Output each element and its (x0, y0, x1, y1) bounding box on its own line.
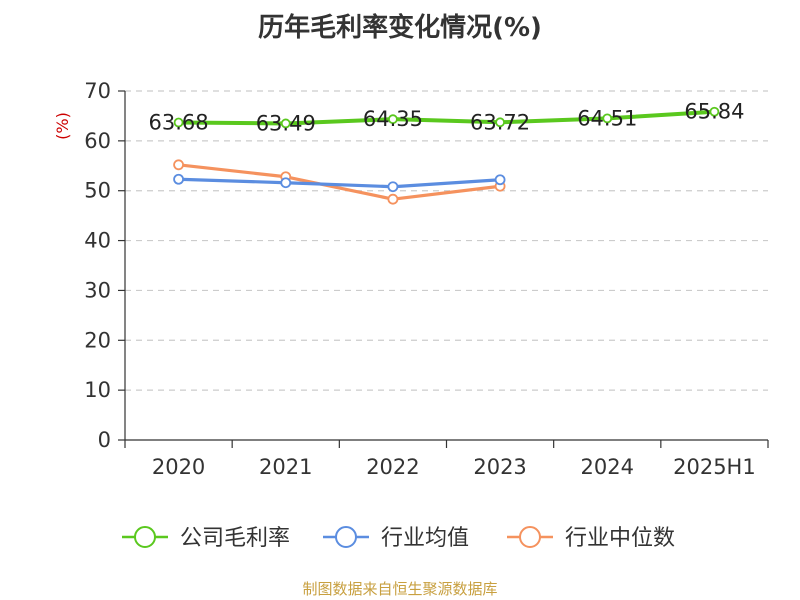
series-line (178, 177, 501, 189)
y-tick-label: 60 (84, 129, 111, 153)
data-point (388, 114, 398, 125)
data-label: 63.68 (149, 111, 209, 135)
data-label: 64.35 (363, 107, 423, 131)
data-point (709, 106, 720, 117)
series-1 (173, 173, 506, 193)
x-tick-label: 2023 (473, 455, 526, 479)
series-line (178, 109, 715, 126)
data-point (602, 113, 613, 124)
source-note: 制图数据来自恒生聚源数据库 (302, 580, 497, 598)
data-point (173, 117, 184, 128)
chart-title: 历年毛利率变化情况(%) (258, 12, 542, 43)
x-tick-label: 2024 (581, 455, 634, 479)
data-label: 63.72 (470, 110, 530, 134)
y-tick-label: 20 (84, 328, 111, 352)
x-tick-label: 2021 (259, 455, 312, 479)
x-tick-label: 2025H1 (673, 455, 756, 479)
y-tick-label: 30 (84, 278, 111, 302)
data-point (280, 118, 291, 129)
data-point (387, 181, 399, 193)
data-point (280, 177, 292, 189)
legend-label: 公司毛利率 (180, 526, 290, 551)
legend-item-2: 行业中位数 (507, 526, 675, 551)
data-point (494, 174, 506, 186)
data-labels: 63.68 63.49 64.35 63.72 64.51 65.84 (149, 100, 745, 136)
series-line (178, 163, 501, 201)
data-point (173, 173, 184, 185)
legend-item-1: 行业均值 (323, 526, 469, 551)
data-point (387, 193, 399, 205)
x-tick-label: 2022 (366, 455, 419, 479)
legend-marker (134, 526, 156, 548)
y-tick-label: 70 (84, 79, 111, 103)
series-0 (173, 106, 720, 129)
legend-marker (335, 526, 357, 548)
legend-item-0: 公司毛利率 (122, 526, 290, 551)
y-tick-label: 10 (84, 378, 111, 402)
y-tick-label: 40 (84, 229, 111, 253)
grid-lines (125, 90, 768, 391)
legend-marker (519, 526, 541, 548)
data-point (495, 117, 505, 128)
data-label: 63.49 (256, 111, 316, 135)
data-point (173, 159, 184, 171)
data-label: 64.51 (577, 106, 637, 130)
data-label: 65.84 (684, 100, 744, 124)
series-lines (173, 106, 720, 205)
y-axis-label: (%) (53, 112, 72, 140)
y-tick-label: 0 (98, 428, 111, 452)
axes: 0 10 20 30 40 50 60 70 2020 2021 2022 2023 2024 2025H… (84, 79, 769, 479)
y-tick-label: 50 (84, 179, 111, 203)
x-tick-label: 2020 (152, 455, 205, 479)
legend-label: 行业中位数 (565, 526, 675, 551)
legend: 公司毛利率 行业均值 行业中位数 (122, 526, 675, 551)
legend-label: 行业均值 (381, 526, 469, 551)
